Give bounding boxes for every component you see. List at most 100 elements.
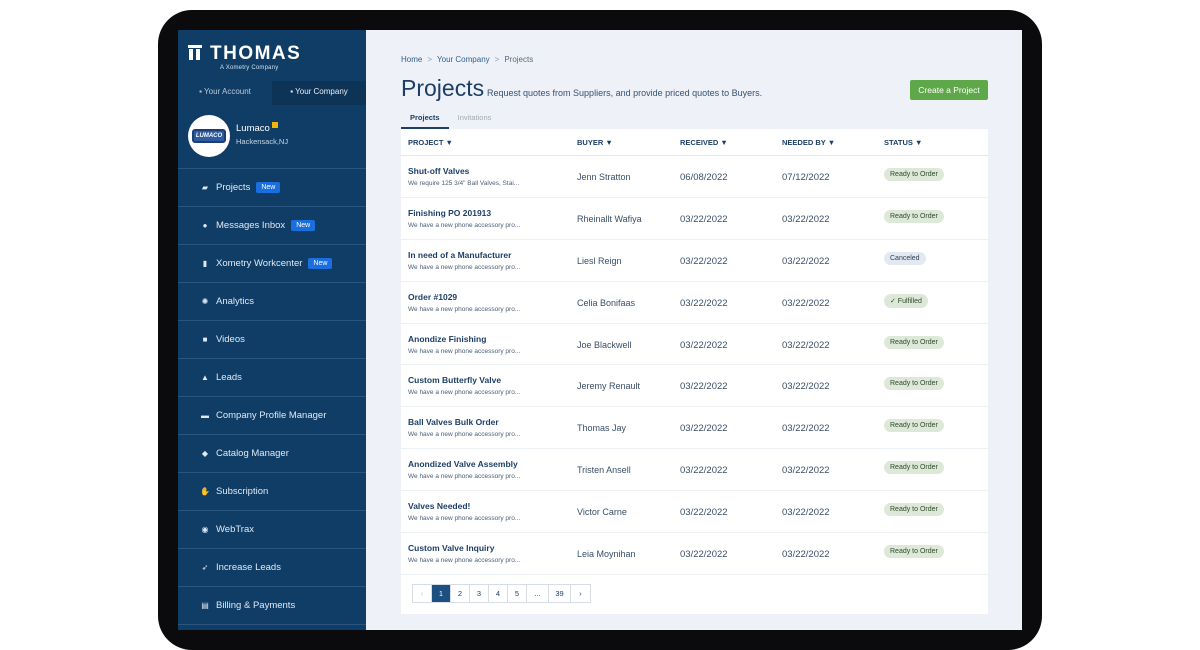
page-39[interactable]: 39 (549, 585, 571, 602)
sidebar-item-messages-inbox[interactable]: ● Messages Inbox New (178, 207, 366, 245)
brand-name: THOMAS (210, 43, 302, 64)
table-row[interactable]: Shut-off Valves We require 125 3/4" Ball … (401, 156, 988, 198)
project-name[interactable]: Anondized Valve Assembly (408, 459, 518, 470)
table-row[interactable]: Valves Needed! We have a new phone access… (401, 491, 988, 534)
tab-your-account[interactable]: ▪ Your Account (199, 87, 251, 96)
header-buyer[interactable]: BUYER ▼ (577, 138, 613, 147)
sidebar-item-subscription[interactable]: ✋ Subscription (178, 473, 366, 511)
header-received[interactable]: RECEIVED ▼ (680, 138, 728, 147)
status-badge: Ready to Order (884, 209, 944, 223)
project-description: We have a new phone accessory pro... (408, 221, 521, 229)
project-name[interactable]: Custom Butterfly Valve (408, 375, 502, 386)
clipboard-icon: ▮ (202, 259, 208, 268)
sidebar-item-catalog-manager[interactable]: ◆ Catalog Manager (178, 435, 366, 473)
next-page-button[interactable]: › (579, 589, 582, 598)
buyer-name: Jenn Stratton (577, 172, 631, 182)
table-row[interactable]: Anondized Valve Assembly We have a new ph… (401, 449, 988, 492)
project-name[interactable]: In need of a Manufacturer (408, 249, 512, 260)
sidebar-item-billing-payments[interactable]: ▤ Billing & Payments (178, 587, 366, 625)
new-badge: New (308, 258, 333, 269)
table-row[interactable]: Order #1029 We have a new phone accessory… (401, 282, 988, 324)
status-badge: Ready to Order (884, 503, 944, 517)
project-description: We have a new phone accessory pro... (408, 515, 521, 523)
tab-your-company[interactable]: ▪ Your Company (272, 81, 366, 105)
sidebar-item-analytics[interactable]: ✺ Analytics (178, 283, 366, 321)
sidebar-item-projects[interactable]: ▰ Projects New (178, 169, 366, 207)
buyer-name: Thomas Jay (577, 423, 627, 434)
prev-page-button[interactable]: ‹ (413, 585, 432, 602)
project-description: We have a new phone accessory pro... (408, 305, 521, 313)
create-project-button[interactable]: Create a Project (910, 80, 988, 100)
buyer-name: Tristen Ansell (577, 465, 631, 476)
table-row[interactable]: In need of a Manufacturer We have a new p… (401, 240, 988, 282)
sidebar-item-xometry-workcenter[interactable]: ▮ Xometry Workcenter New (178, 245, 366, 283)
page-4[interactable]: 4 (489, 585, 508, 602)
sidebar-item-company-profile-manager[interactable]: ▬ Company Profile Manager (178, 397, 366, 435)
video-icon: ■ (202, 335, 208, 344)
needed-by-date: 03/22/2022 (782, 423, 830, 435)
thomas-logo-icon (188, 45, 204, 60)
verified-icon (271, 122, 278, 128)
needed-by-date: 03/22/2022 (782, 465, 830, 477)
project-name[interactable]: Shut-off Valves (408, 166, 470, 176)
sidebar-item-label: Projects (216, 182, 251, 193)
breadcrumb: Home > Your Company > Projects (401, 55, 534, 64)
building-icon: ▬ (201, 411, 209, 420)
table-row[interactable]: Finishing PO 201913 We have a new phone a… (401, 198, 988, 240)
received-date: 03/22/2022 (680, 339, 728, 351)
buyer-name: Joe Blackwell (577, 339, 632, 350)
received-date: 03/22/2022 (680, 549, 728, 561)
breadcrumb-home[interactable]: Home (401, 55, 423, 64)
company-card[interactable]: LUMACO Lumaco Hackensack,NJ (178, 105, 366, 169)
globe-icon: ◉ (201, 525, 209, 534)
rocket-icon: ➶ (201, 563, 209, 572)
company-name: Lumaco (236, 122, 278, 134)
page-2[interactable]: 2 (451, 585, 470, 602)
header-status[interactable]: STATUS ▼ (884, 138, 923, 147)
new-badge: New (256, 182, 281, 193)
header-needed-by[interactable]: NEEDED BY ▼ (782, 138, 836, 147)
folder-icon: ▰ (201, 183, 209, 192)
received-date: 03/22/2022 (680, 213, 728, 225)
table-row[interactable]: Anondize Finishing We have a new phone ac… (401, 324, 988, 366)
sidebar-item-increase-leads[interactable]: ➶ Increase Leads (178, 549, 366, 587)
project-name[interactable]: Finishing PO 201913 (408, 207, 492, 218)
sidebar-nav: ▰ Projects New ● Messages Inbox New ▮ Xometry W… (178, 169, 366, 625)
needed-by-date: 03/22/2022 (782, 381, 830, 393)
table-row[interactable]: Custom Valve Inquiry We have a new phone … (401, 533, 988, 575)
brand-logo[interactable]: THOMAS A Xometry Company (178, 30, 366, 80)
status-badge: Ready to Order (884, 545, 944, 559)
page-3[interactable]: 3 (470, 585, 489, 602)
needed-by-date: 03/22/2022 (782, 507, 830, 519)
needed-by-date: 03/22/2022 (782, 297, 830, 309)
pagination: ‹ 1 2 3 4 5... 39 › (412, 584, 591, 603)
tab-projects[interactable]: Projects (401, 110, 449, 129)
table-row[interactable]: Ball Valves Bulk Order We have a new phon… (401, 407, 988, 450)
sidebar-item-leads[interactable]: ▲ Leads (178, 359, 366, 397)
page-5[interactable]: 5 (508, 585, 527, 602)
tag-icon: ◆ (201, 449, 209, 458)
header-project[interactable]: PROJECT ▼ (408, 138, 453, 147)
needed-by-date: 07/12/2022 (782, 172, 830, 183)
project-name[interactable]: Valves Needed! (408, 501, 471, 512)
sidebar-item-label: Videos (216, 334, 245, 345)
sidebar-item-webtrax[interactable]: ◉ WebTrax (178, 511, 366, 549)
project-name[interactable]: Ball Valves Bulk Order (408, 417, 499, 428)
project-description: We have a new phone accessory pro... (408, 557, 521, 565)
sidebar-item-videos[interactable]: ■ Videos (178, 321, 366, 359)
new-badge: New (291, 220, 316, 231)
needed-by-date: 03/22/2022 (782, 339, 830, 351)
page-1[interactable]: 1 (432, 585, 451, 602)
project-name[interactable]: Order #1029 (408, 291, 458, 302)
table-row[interactable]: Custom Butterfly Valve We have a new phon… (401, 365, 988, 408)
project-name[interactable]: Anondize Finishing (408, 333, 487, 344)
status-badge: Ready to Order (884, 461, 944, 475)
breadcrumb-your-company[interactable]: Your Company (437, 55, 490, 64)
project-name[interactable]: Custom Valve Inquiry (408, 543, 495, 554)
account-tabs: ▪ Your Account ▪ Your Company (178, 81, 366, 105)
needed-by-date: 03/22/2022 (782, 255, 830, 267)
tab-invitations[interactable]: Invitations (457, 113, 492, 122)
sidebar-item-label: Subscription (216, 486, 269, 497)
table-body: Shut-off Valves We require 125 3/4" Ball … (401, 156, 988, 575)
buyer-name: Victor Carne (577, 507, 627, 518)
